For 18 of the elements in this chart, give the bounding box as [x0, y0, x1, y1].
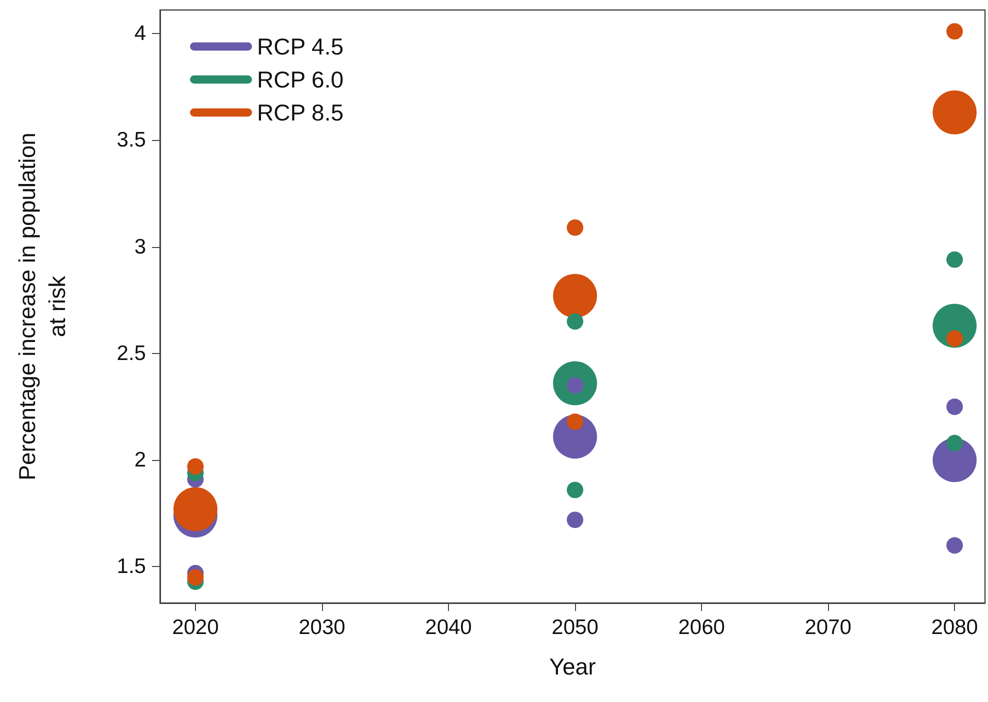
x-tick-label: 2040 — [425, 616, 472, 639]
y-tick-label: 2 — [134, 448, 146, 472]
y-tick-label: 2.5 — [116, 342, 146, 365]
x-tick-label: 2060 — [678, 616, 725, 639]
y-tick-label: 1.5 — [116, 555, 146, 578]
y-axis-title: Percentage increase in population at risk — [14, 132, 70, 480]
y-tick-label: 3.5 — [116, 128, 146, 152]
x-axis-title: Year — [549, 654, 596, 680]
x-tick-label: 2080 — [931, 616, 978, 639]
legend-label: RCP 8.5 — [257, 100, 344, 126]
y-tick-label: 3 — [134, 235, 146, 258]
x-tick-label: 2030 — [298, 616, 346, 639]
x-tick-label: 2020 — [172, 616, 219, 639]
legend-label: RCP 4.5 — [257, 34, 344, 60]
x-tick-label: 2050 — [552, 616, 598, 639]
x-tick-label: 2070 — [804, 616, 852, 639]
legend-label: RCP 6.0 — [257, 66, 344, 92]
y-tick-label: 4 — [134, 22, 146, 45]
